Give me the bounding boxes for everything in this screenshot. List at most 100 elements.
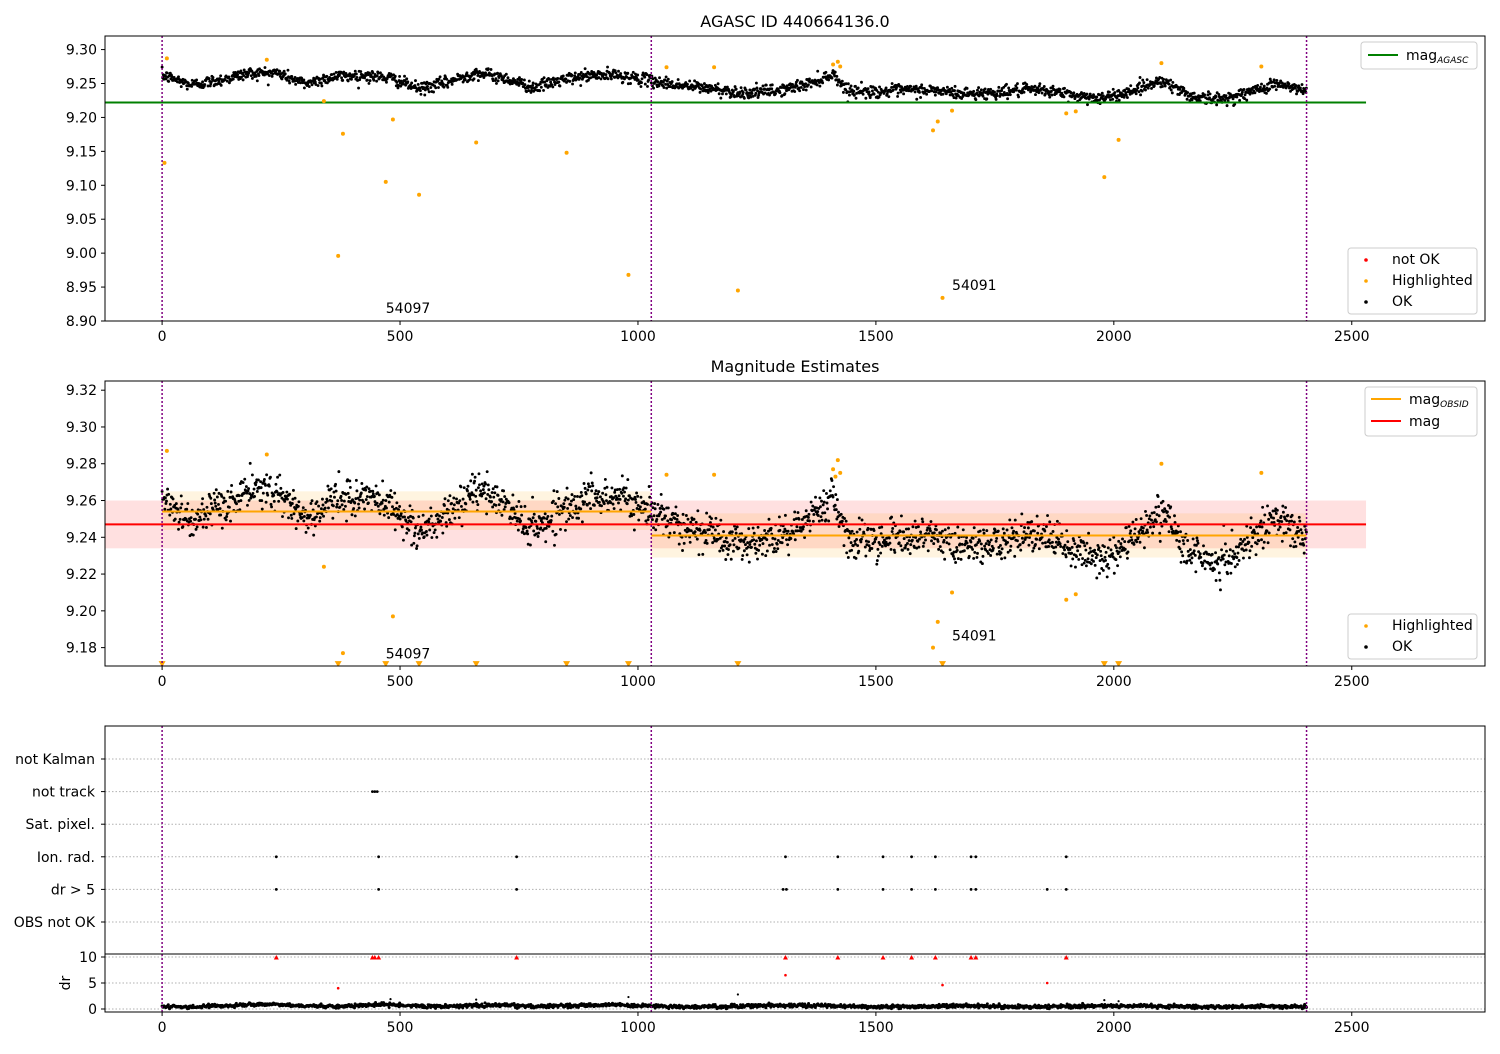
ok-point — [789, 537, 792, 540]
ok-point — [666, 519, 669, 522]
ok-point — [189, 520, 192, 523]
ok-point — [1072, 91, 1075, 94]
ok-point — [682, 513, 685, 516]
ok-point — [646, 85, 649, 88]
flags-plot-frame — [105, 726, 1485, 954]
ok-point — [1182, 542, 1185, 545]
ok-point — [717, 82, 720, 85]
ok-point — [477, 79, 480, 82]
ok-point — [930, 539, 933, 542]
ok-point — [1116, 564, 1119, 567]
ok-point — [559, 528, 562, 531]
ok-point — [796, 79, 799, 82]
ok-point — [1199, 556, 1202, 559]
ok-point — [423, 535, 426, 538]
ok-point — [286, 498, 289, 501]
ok-point — [531, 84, 534, 87]
ok-point — [260, 486, 263, 489]
ok-point — [943, 558, 946, 561]
mid-legend-lower: Highlighted OK — [1348, 614, 1477, 659]
ok-point — [1009, 545, 1012, 548]
highlighted-point — [417, 193, 421, 197]
ok-point — [1260, 83, 1263, 86]
highlighted-point — [665, 65, 669, 69]
ok-point — [1232, 97, 1235, 100]
ok-point — [482, 488, 485, 491]
ok-point — [1107, 567, 1110, 570]
ok-point — [1217, 556, 1220, 559]
ok-point — [256, 79, 259, 82]
ok-point — [405, 532, 408, 535]
ok-point — [327, 506, 330, 509]
ok-point — [556, 505, 559, 508]
ok-point — [1015, 86, 1018, 89]
highlighted-point — [322, 565, 326, 569]
ok-point — [804, 82, 807, 85]
ok-point — [214, 502, 217, 505]
ok-point — [1251, 536, 1254, 539]
ok-point — [756, 558, 759, 561]
ok-point — [623, 491, 626, 494]
ok-point — [1140, 517, 1143, 520]
ok-point — [1232, 550, 1235, 553]
y-tick-label: 9.20 — [66, 110, 97, 126]
top-annotation-obsid-54091: 54091 — [952, 278, 997, 294]
ok-point — [278, 474, 281, 477]
ok-point — [990, 538, 993, 541]
ok-point — [296, 520, 299, 523]
ok-point — [1298, 520, 1301, 523]
ok-point — [355, 489, 358, 492]
ok-point — [1194, 554, 1197, 557]
ok-point — [688, 80, 691, 83]
ok-point — [617, 502, 620, 505]
ok-point — [842, 91, 845, 94]
ok-point — [976, 89, 979, 92]
flag-point — [934, 855, 937, 858]
ok-point — [1219, 588, 1222, 591]
ok-point — [493, 491, 496, 494]
ok-point — [230, 484, 233, 487]
ok-point — [637, 519, 640, 522]
ok-point — [290, 75, 293, 78]
ok-point — [636, 495, 639, 498]
ok-point — [282, 491, 285, 494]
ok-point — [818, 520, 821, 523]
highlighted-point — [336, 254, 340, 258]
ok-point — [997, 530, 1000, 533]
ok-point — [325, 75, 328, 78]
ok-point — [732, 550, 735, 553]
y-tick-label: 8.95 — [66, 280, 97, 296]
ok-point — [391, 505, 394, 508]
ok-point — [417, 532, 420, 535]
ok-point — [1186, 91, 1189, 94]
ok-point — [855, 97, 858, 100]
ok-point — [956, 549, 959, 552]
ok-point — [746, 541, 749, 544]
ok-point — [251, 473, 254, 476]
x-tick-label: 2000 — [1096, 329, 1132, 345]
flag-point — [377, 888, 380, 891]
ok-point — [673, 531, 676, 534]
ok-point — [825, 492, 828, 495]
ok-point — [935, 528, 938, 531]
ok-point — [497, 79, 500, 82]
ok-point — [1231, 529, 1234, 532]
ok-point — [961, 543, 964, 546]
ok-point — [326, 500, 329, 503]
ok-point — [748, 543, 751, 546]
plot-area — [105, 36, 1366, 321]
ok-point — [1048, 538, 1051, 541]
ok-point — [1290, 520, 1293, 523]
ok-point — [253, 488, 256, 491]
ok-point — [1238, 99, 1241, 102]
ok-point — [465, 71, 468, 74]
ok-point — [914, 520, 917, 523]
top-data-layer — [105, 36, 1366, 321]
ok-point — [1031, 541, 1034, 544]
ok-point — [1070, 552, 1073, 555]
ok-point — [192, 534, 195, 537]
ok-point — [1030, 520, 1033, 523]
ok-point — [444, 497, 447, 500]
ok-point — [302, 519, 305, 522]
ok-point — [553, 544, 556, 547]
